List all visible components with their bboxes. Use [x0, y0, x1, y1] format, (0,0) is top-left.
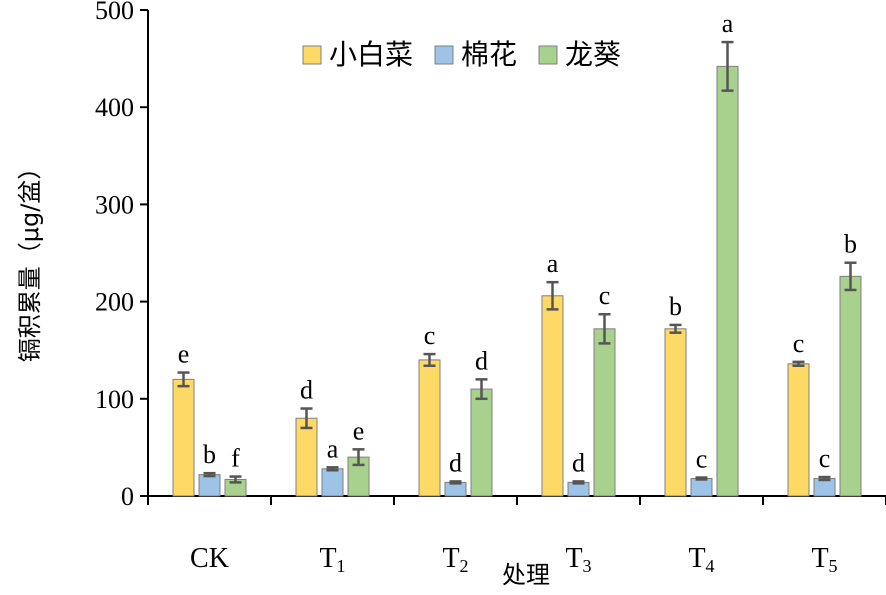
bar	[839, 275, 862, 497]
significance-label: d	[475, 346, 488, 375]
bar	[321, 468, 344, 497]
y-tick-label: 100	[95, 385, 134, 414]
significance-label: c	[696, 445, 708, 474]
bar	[690, 478, 713, 497]
legend-swatch	[434, 45, 454, 65]
bar	[541, 295, 564, 497]
bar	[295, 417, 318, 497]
legend-label: 小白菜	[329, 38, 413, 71]
bar	[664, 328, 687, 497]
y-tick-label: 300	[95, 190, 134, 219]
significance-label: e	[353, 416, 365, 445]
bar	[593, 328, 616, 497]
significance-label: a	[327, 434, 339, 463]
significance-label: a	[547, 249, 559, 278]
bar	[198, 474, 221, 497]
legend-swatch	[538, 45, 558, 65]
bar	[787, 363, 810, 497]
y-tick-label: 500	[95, 0, 134, 25]
significance-label: c	[793, 329, 805, 358]
y-tick-label: 200	[95, 288, 134, 317]
x-category-label: T5	[811, 543, 837, 576]
bar	[418, 359, 441, 497]
significance-label: a	[722, 9, 734, 38]
significance-label: d	[572, 448, 585, 477]
y-tick-label: 400	[95, 93, 134, 122]
legend-label: 龙葵	[565, 38, 621, 71]
legend-swatch	[302, 45, 322, 65]
y-tick-label: 0	[121, 482, 134, 511]
significance-label: d	[300, 376, 313, 405]
significance-label: b	[844, 230, 857, 259]
y-axis-title: 镉积累量（μg/盆）	[16, 156, 44, 363]
x-category-label: T4	[688, 543, 714, 576]
x-category-label: T2	[442, 543, 468, 576]
x-category-label: CK	[190, 543, 229, 574]
x-category-label: T3	[565, 543, 591, 576]
significance-label: e	[178, 340, 190, 369]
bar	[470, 388, 493, 497]
significance-label: d	[449, 448, 462, 477]
bar	[716, 65, 739, 497]
significance-label: c	[424, 321, 436, 350]
x-axis-title: 处理	[502, 561, 550, 589]
significance-label: b	[203, 440, 216, 469]
x-category-label: T1	[319, 543, 345, 576]
significance-label: c	[599, 281, 611, 310]
legend-label: 棉花	[461, 38, 517, 71]
significance-label: b	[669, 292, 682, 321]
legend: 小白菜 棉花 龙葵	[302, 38, 621, 71]
significance-label: f	[231, 444, 240, 473]
bar	[172, 378, 195, 497]
significance-label: c	[819, 444, 831, 473]
